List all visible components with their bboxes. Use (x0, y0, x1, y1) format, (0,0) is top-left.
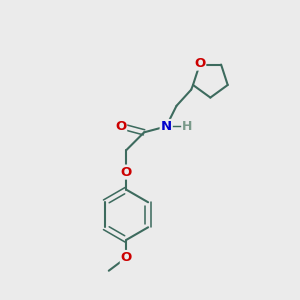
Text: O: O (121, 251, 132, 264)
Text: O: O (194, 57, 205, 70)
Text: O: O (121, 166, 132, 178)
Text: H: H (182, 120, 193, 133)
Text: N: N (160, 120, 172, 133)
Text: O: O (115, 120, 126, 133)
